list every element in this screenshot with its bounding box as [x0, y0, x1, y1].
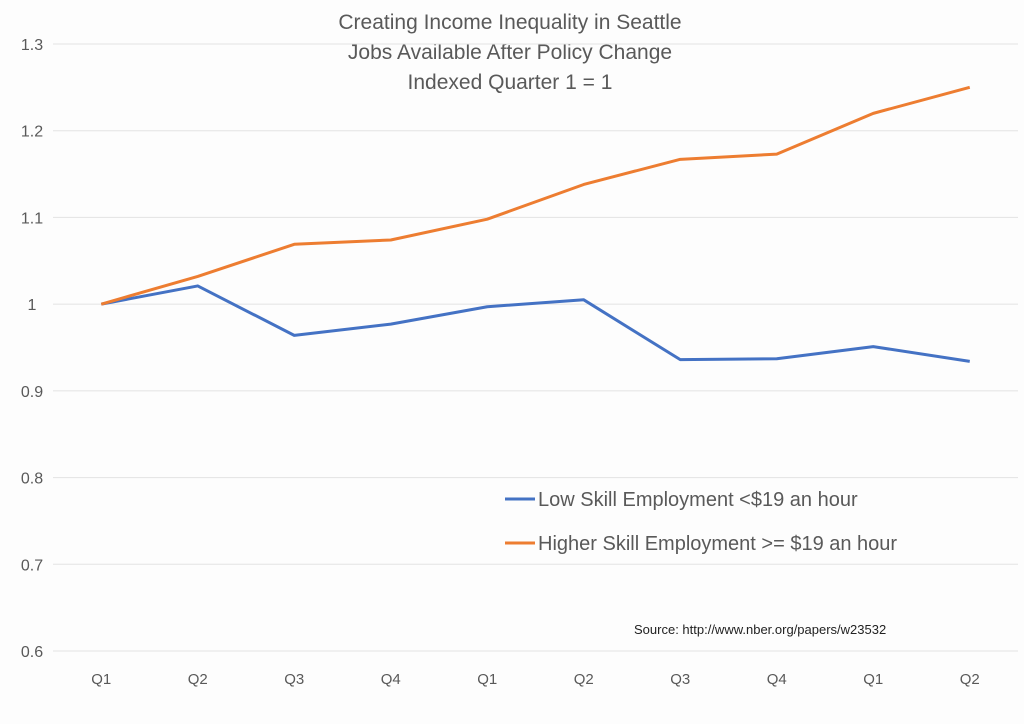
y-tick-label: 0.8	[21, 471, 43, 488]
y-tick-label: 1	[28, 297, 37, 314]
x-tick-label: Q1	[863, 671, 883, 688]
y-tick-label: 1.1	[21, 210, 43, 227]
y-tick-label: 0.6	[21, 644, 43, 661]
x-tick-label: Q2	[960, 671, 980, 688]
x-tick-label: Q4	[381, 671, 401, 688]
y-tick-label: 0.7	[21, 557, 43, 574]
source-annotation: Source: http://www.nber.org/papers/w2353…	[634, 622, 887, 637]
x-tick-label: Q1	[91, 671, 111, 688]
title-line-2: Jobs Available After Policy Change	[347, 41, 673, 64]
y-tick-label: 1.2	[21, 124, 43, 141]
x-tick-label: Q2	[574, 671, 594, 688]
legend-label: Higher Skill Employment >= $19 an hour	[538, 533, 897, 555]
x-tick-label: Q4	[767, 671, 787, 688]
x-tick-label: Q3	[284, 671, 304, 688]
x-tick-label: Q1	[477, 671, 497, 688]
title-line-3: Indexed Quarter 1 = 1	[407, 71, 613, 94]
title-line-1: Creating Income Inequality in Seattle	[338, 11, 682, 34]
y-tick-label: 0.9	[21, 384, 43, 401]
series-line-1	[100, 85, 971, 306]
x-tick-label: Q3	[670, 671, 690, 688]
x-tick-label: Q2	[188, 671, 208, 688]
y-tick-label: 1.3	[21, 37, 43, 54]
series-line-0	[100, 284, 970, 363]
chart-title: Creating Income Inequality in Seattle Jo…	[250, 8, 770, 98]
legend-label: Low Skill Employment <$19 an hour	[538, 489, 858, 511]
